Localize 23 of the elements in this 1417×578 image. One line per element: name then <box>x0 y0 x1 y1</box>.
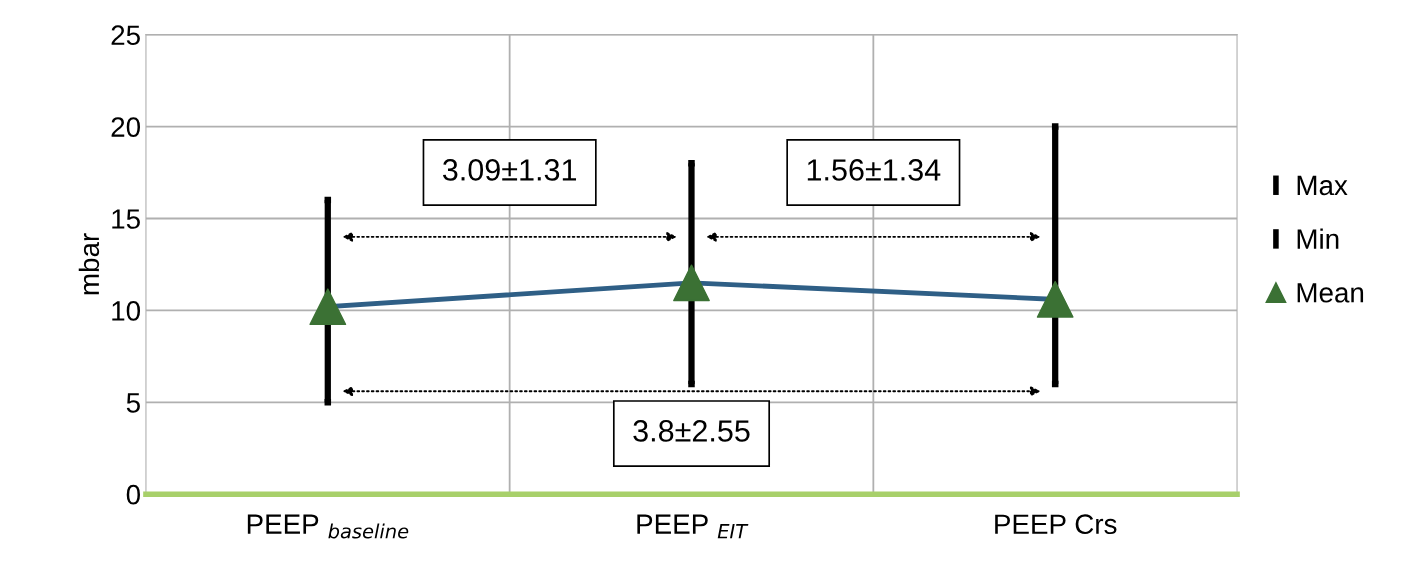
point <box>1036 280 1074 318</box>
y-tick-label: 20 <box>111 117 141 137</box>
point <box>688 380 695 388</box>
x-tick-label: PEEP $_{EIT}$ <box>637 514 749 539</box>
legend-label: Max <box>1297 175 1348 196</box>
annotation: 3.8±2.55 <box>633 420 750 442</box>
y-tick-label: 25 <box>111 25 140 46</box>
x-tick-label: PEEP $_{baseline}$ <box>247 514 409 539</box>
legend-label: Min <box>1297 228 1339 249</box>
y-tick-label: 0 <box>126 484 140 505</box>
annotation: 1.56±1.34 <box>807 159 941 181</box>
y-tick-label: 5 <box>126 393 140 413</box>
point <box>673 264 710 302</box>
y-axis-title: mbar <box>78 233 100 295</box>
legend-label: Mean <box>1297 283 1364 303</box>
point <box>688 160 695 167</box>
y-tick-label: 15 <box>112 209 140 229</box>
point <box>324 399 332 406</box>
y-tick-label: 10 <box>112 301 141 321</box>
x-tick-label: PEEP Crs <box>995 514 1117 535</box>
point <box>1051 123 1059 130</box>
point <box>309 288 347 326</box>
annotation: 3.09±1.31 <box>442 159 577 181</box>
